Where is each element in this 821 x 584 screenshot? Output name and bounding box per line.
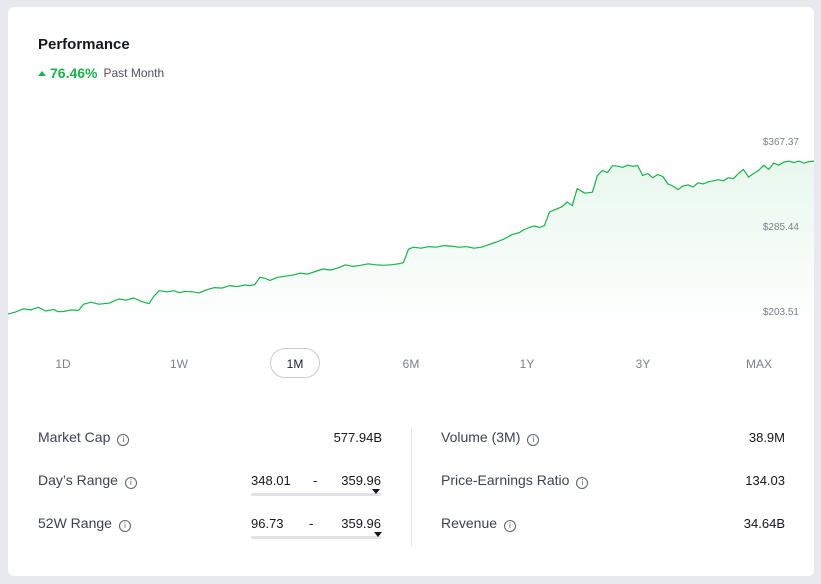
range-button-1d[interactable]: 1D: [38, 348, 88, 378]
range-button-1w[interactable]: 1W: [154, 348, 204, 378]
stat-52w-range: 52W Range i 96.73 - 359.96: [38, 515, 383, 540]
change-period: Past Month: [103, 66, 165, 80]
range-track: [251, 493, 381, 496]
stat-market-cap: Market Cap i 577.94B: [38, 429, 382, 451]
y-tick-label-top: $367.37: [762, 137, 799, 148]
range-position-marker: [371, 489, 380, 494]
chart-series-line: [8, 160, 814, 315]
card-title: Performance: [38, 36, 130, 53]
stat-value: 577.94B: [333, 430, 382, 445]
range-button-1y[interactable]: 1Y: [502, 348, 552, 378]
stat-value: 38.9M: [748, 430, 785, 445]
range-high: 359.96: [341, 516, 381, 531]
stat-value: 134.03: [745, 473, 785, 488]
y-tick-label-middle: $285.44: [762, 222, 799, 233]
52w-range-slider: 96.73 - 359.96: [251, 516, 383, 540]
range-low: 348.01: [251, 473, 291, 488]
range-button-3y[interactable]: 3Y: [618, 348, 668, 378]
stat-label: 52W Range: [38, 515, 112, 531]
range-separator: -: [313, 473, 318, 488]
info-icon[interactable]: i: [576, 477, 589, 489]
stat-days-range: Day’s Range i 348.01 - 359.96: [38, 472, 382, 497]
stat-label: Market Cap: [38, 429, 111, 445]
range-position-marker: [374, 532, 383, 537]
stat-value: 34.64B: [743, 516, 785, 531]
range-button-1m[interactable]: 1M: [270, 348, 320, 378]
info-icon[interactable]: i: [504, 520, 517, 532]
column-divider: [411, 428, 412, 546]
stat-volume: Volume (3M) i 38.9M: [441, 429, 785, 451]
stat-revenue: Revenue i 34.64B: [441, 515, 785, 537]
stat-label: Day’s Range: [38, 472, 118, 488]
change-percent: 76.46%: [50, 65, 98, 81]
range-selector: 1D 1W 1M 6M 1Y 3Y MAX: [8, 347, 814, 381]
stat-label: Volume (3M): [441, 429, 521, 445]
info-icon[interactable]: i: [118, 520, 131, 532]
price-chart[interactable]: [8, 127, 814, 332]
range-high: 359.96: [341, 473, 381, 488]
caret-up-icon: [38, 70, 46, 76]
days-range-slider: 348.01 - 359.96: [251, 473, 381, 497]
chart-area-fill: [8, 161, 814, 315]
range-low: 96.73: [251, 516, 284, 531]
info-icon[interactable]: i: [527, 434, 540, 446]
info-icon[interactable]: i: [117, 434, 130, 446]
range-button-max[interactable]: MAX: [734, 348, 784, 378]
range-button-6m[interactable]: 6M: [386, 348, 436, 378]
stat-label: Price-Earnings Ratio: [441, 472, 570, 488]
performance-card: Performance 76.46% Past Month $367.37 $2…: [8, 7, 814, 576]
stat-pe-ratio: Price-Earnings Ratio i 134.03: [441, 472, 785, 494]
y-tick-label-bottom: $203.51: [762, 307, 799, 318]
info-icon[interactable]: i: [124, 477, 137, 489]
range-track: [251, 536, 381, 539]
performance-change: 76.46% Past Month: [38, 65, 164, 81]
range-separator: -: [309, 516, 314, 531]
stat-label: Revenue: [441, 515, 498, 531]
